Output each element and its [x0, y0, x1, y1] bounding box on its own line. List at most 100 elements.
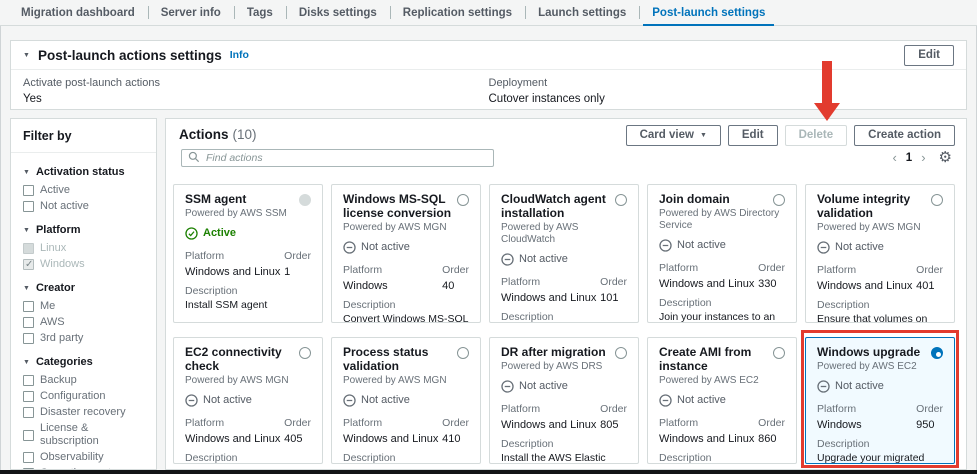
card-attributes: Platform Windows and Linux Order 330: [659, 258, 785, 291]
order-column: Order 410: [442, 413, 469, 446]
tab-launch-settings[interactable]: Launch settings: [525, 0, 639, 25]
description-text-content: Join your instances to an AWS Directory …: [659, 311, 776, 323]
description-label: Description: [817, 299, 870, 311]
search-input[interactable]: [181, 149, 494, 167]
checkbox[interactable]: [23, 201, 34, 212]
tab-server-info[interactable]: Server info: [147, 0, 234, 25]
preferences-gear-icon[interactable]: ⚙: [938, 149, 952, 166]
platform-label: Platform: [501, 276, 541, 288]
collapse-caret-icon[interactable]: ▼: [23, 51, 30, 59]
platform-value: Windows and Linux: [817, 280, 913, 292]
status-indicator: Not active: [343, 240, 469, 254]
radio-button[interactable]: [931, 194, 943, 206]
platform-column: Platform Windows and Linux: [817, 260, 912, 293]
filter-option-operating-system[interactable]: Operating system: [23, 467, 144, 469]
checkbox[interactable]: [23, 391, 34, 402]
tab-replication-settings[interactable]: Replication settings: [389, 0, 525, 25]
checkbox[interactable]: [23, 375, 34, 386]
current-page-number[interactable]: 1: [905, 151, 913, 164]
order-label: Order: [600, 403, 627, 415]
tab-post-launch-settings[interactable]: Post-launch settings: [639, 0, 778, 26]
radio-button[interactable]: [773, 347, 785, 359]
filter-panel: Filter by ▼ Activation status Active Not ac…: [10, 118, 157, 470]
checkbox[interactable]: [23, 468, 34, 469]
filter-option-configuration[interactable]: Configuration: [23, 390, 144, 403]
action-card-ec2-connectivity-check[interactable]: EC2 connectivity check Powered by AWS MGN…: [173, 337, 323, 464]
filter-group-header[interactable]: ▼ Categories: [23, 356, 144, 368]
order-column: Order 40: [442, 260, 469, 293]
radio-button[interactable]: [299, 347, 311, 359]
info-link[interactable]: Info: [229, 49, 249, 61]
checkbox[interactable]: [23, 301, 34, 312]
next-page-button[interactable]: ›: [921, 150, 926, 165]
filter-option-not-active[interactable]: Not active: [23, 200, 144, 213]
platform-value: Windows and Linux: [343, 433, 439, 445]
checkbox[interactable]: [23, 185, 34, 196]
filter-option-backup[interactable]: Backup: [23, 374, 144, 387]
checkbox[interactable]: [23, 429, 34, 441]
action-card-dr-after-migration[interactable]: DR after migration Powered by AWS DRS Not …: [489, 337, 639, 464]
action-card-cloudwatch-agent-installation[interactable]: CloudWatch agent installation Powered by …: [489, 184, 639, 323]
filter-group-header[interactable]: ▼ Platform: [23, 224, 144, 236]
checkbox[interactable]: [23, 407, 34, 418]
platform-label: Platform: [343, 264, 383, 276]
platform-column: Platform Windows and Linux: [343, 413, 438, 446]
create-action-button[interactable]: Create action: [854, 125, 955, 146]
status-label: Not active: [677, 394, 726, 406]
filter-group-activation-status: ▼ Activation status Active Not active: [23, 166, 144, 213]
tab-tags[interactable]: Tags: [233, 0, 286, 25]
action-card-ssm-agent[interactable]: SSM agent Powered by AWS SSM Active Platfor…: [173, 184, 323, 323]
action-card-windows-upgrade[interactable]: Windows upgrade Powered by AWS EC2 Not act…: [805, 337, 955, 464]
action-card-join-domain[interactable]: Join domain Powered by AWS Directory Serv…: [647, 184, 797, 323]
status-label: Not active: [677, 239, 726, 251]
filter-group-header[interactable]: ▼ Creator: [23, 282, 144, 294]
edit-action-button[interactable]: Edit: [727, 125, 778, 146]
previous-page-button[interactable]: ‹: [892, 150, 897, 165]
filter-option-windows: Windows: [23, 258, 144, 271]
tab-migration-dashboard[interactable]: Migration dashboard: [21, 6, 135, 19]
order-column: Order 405: [284, 413, 311, 446]
checkbox[interactable]: [23, 333, 34, 344]
action-card-windows-ms-sql-license-conversion[interactable]: Windows MS-SQL license conversion Powered…: [331, 184, 481, 323]
tab-disks-settings[interactable]: Disks settings: [285, 0, 390, 25]
action-card-create-ami-from-instance[interactable]: Create AMI from instance Powered by AWS E…: [647, 337, 797, 464]
filter-group-header[interactable]: ▼ Activation status: [23, 166, 144, 178]
checkbox: [23, 258, 34, 271]
order-label: Order: [916, 403, 943, 415]
action-cards-grid: SSM agent Powered by AWS SSM Active Platfor…: [173, 184, 956, 464]
filter-group-title: Platform: [35, 224, 81, 236]
filter-option-me[interactable]: Me: [23, 300, 144, 313]
radio-button[interactable]: [615, 347, 627, 359]
filter-option-label: 3rd party: [40, 332, 84, 344]
filter-option-active[interactable]: Active: [23, 184, 144, 197]
filter-option-observability[interactable]: Observability: [23, 451, 144, 464]
radio-button[interactable]: [615, 194, 627, 206]
status-label: Not active: [519, 380, 568, 392]
action-card-process-status-validation[interactable]: Process status validation Powered by AWS …: [331, 337, 481, 464]
card-view-label: Card view: [639, 129, 694, 141]
description-label: Description: [659, 452, 712, 464]
status-indicator: Not active: [343, 393, 469, 407]
radio-button[interactable]: [773, 194, 785, 206]
filter-option-3rd-party[interactable]: 3rd party: [23, 332, 144, 345]
checkbox[interactable]: [23, 317, 34, 328]
card-header: SSM agent: [185, 192, 311, 206]
filter-option-aws[interactable]: AWS: [23, 316, 144, 329]
radio-button[interactable]: [457, 347, 469, 359]
card-view-dropdown[interactable]: Card view ▼: [625, 125, 721, 146]
filter-option-license-subscription[interactable]: License & subscription: [23, 422, 144, 448]
action-card-volume-integrity-validation[interactable]: Volume integrity validation Powered by AW…: [805, 184, 955, 323]
radio-button[interactable]: [931, 347, 943, 359]
card-attributes: Platform Windows and Linux Order 805: [501, 399, 627, 432]
radio-button[interactable]: [457, 194, 469, 206]
platform-value: Windows and Linux: [659, 278, 755, 290]
status-inactive-icon: [501, 379, 514, 393]
card-attributes: Platform Windows and Linux Order 101: [501, 272, 627, 305]
filter-group-platform: ▼ Platform Linux Windows: [23, 224, 144, 271]
filter-option-disaster-recovery[interactable]: Disaster recovery: [23, 406, 144, 419]
settings-edit-button[interactable]: Edit: [904, 44, 954, 66]
post-launch-settings-panel: ▼ Post-launch actions settings Info Edit…: [10, 40, 967, 110]
checkbox[interactable]: [23, 452, 34, 463]
